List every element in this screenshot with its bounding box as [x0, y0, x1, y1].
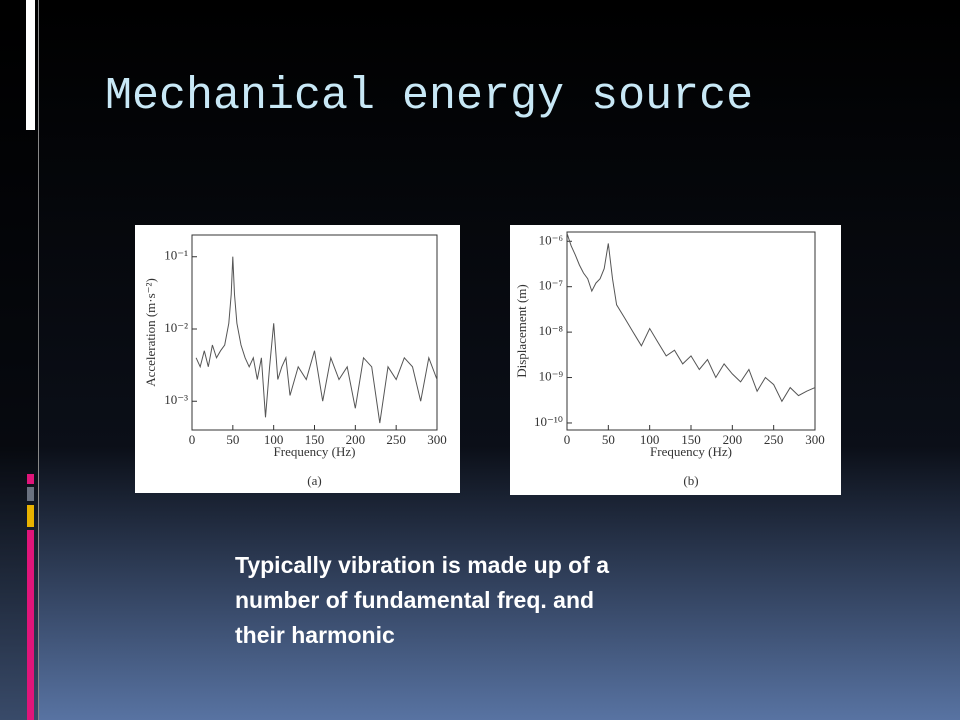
deco-bar	[26, 0, 35, 130]
y-tick-label: 10⁻⁷	[539, 278, 563, 293]
x-tick-label: 150	[305, 432, 325, 447]
x-tick-label: 300	[805, 432, 825, 447]
y-tick-label: 10⁻⁹	[539, 369, 564, 384]
figure-panel	[510, 225, 841, 495]
y-tick-label: 10⁻⁸	[539, 323, 564, 338]
x-tick-label: 50	[226, 432, 239, 447]
x-tick-label: 0	[189, 432, 196, 447]
y-tick-label: 10⁻²	[164, 320, 188, 335]
x-tick-label: 300	[427, 432, 447, 447]
data-line	[195, 256, 438, 424]
caption: (a)	[307, 473, 321, 488]
data-line	[566, 233, 816, 403]
deco-bar	[27, 530, 34, 720]
deco-bar	[27, 474, 34, 484]
y-tick-label: 10⁻¹	[164, 248, 188, 263]
caption: (b)	[683, 473, 698, 488]
y-tick-label: 10⁻⁶	[539, 232, 563, 247]
y-tick-label: 10⁻³	[164, 392, 188, 407]
x-tick-label: 100	[640, 432, 660, 447]
body-text: their harmonic	[235, 622, 395, 648]
y-tick-label: 10⁻¹⁰	[534, 414, 563, 429]
y-axis-label: Displacement (m)	[514, 284, 529, 378]
x-tick-label: 250	[764, 432, 784, 447]
body-text: number of fundamental freq. and	[235, 587, 594, 613]
x-tick-label: 0	[564, 432, 571, 447]
deco-bar	[27, 487, 34, 501]
x-tick-label: 200	[723, 432, 743, 447]
deco-bar	[27, 505, 34, 527]
x-tick-label: 200	[346, 432, 366, 447]
x-axis-label: Frequency (Hz)	[650, 444, 732, 459]
body-text: Typically vibration is made up of a	[235, 552, 609, 578]
x-axis-label: Frequency (Hz)	[274, 444, 356, 459]
x-tick-label: 250	[386, 432, 406, 447]
x-tick-label: 50	[602, 432, 615, 447]
slide-title: Mechanical energy source	[105, 71, 753, 122]
y-axis-label: Acceleration (m·s⁻²)	[143, 278, 158, 387]
x-tick-label: 150	[681, 432, 701, 447]
x-tick-label: 100	[264, 432, 284, 447]
